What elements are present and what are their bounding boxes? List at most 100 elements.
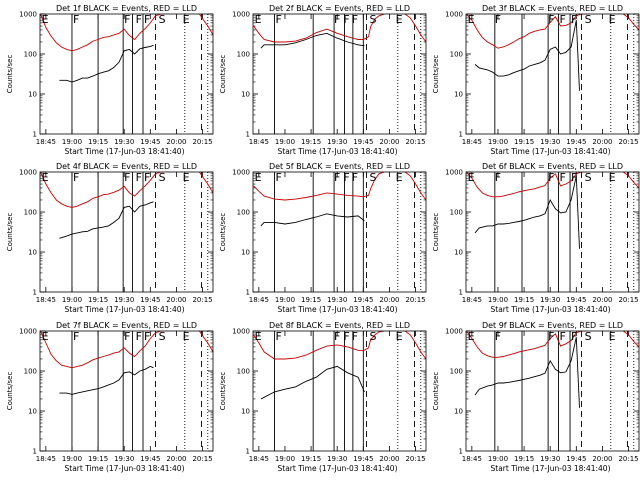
events-series-line <box>59 365 154 395</box>
flag-label: F <box>495 13 501 26</box>
lld-series-line <box>199 172 213 194</box>
flag-label: F <box>144 330 150 343</box>
flag-label: S <box>585 171 592 184</box>
events-series-line <box>474 20 580 91</box>
y-tick-label: 100 <box>237 51 250 59</box>
lld-series-line <box>253 172 385 201</box>
x-tick-label: 19:15 <box>301 138 321 146</box>
flag-label: E <box>183 171 190 184</box>
flag-label: F <box>334 171 340 184</box>
y-tick-label: 1 <box>459 131 463 139</box>
flag-label: E <box>42 13 49 26</box>
y-tick-label: 1 <box>246 289 250 297</box>
y-axis-label: Counts/sec <box>6 55 14 94</box>
time-markers <box>494 14 635 134</box>
lld-series-line <box>623 331 639 348</box>
x-tick-label: 18:45 <box>249 455 269 463</box>
plot-frame <box>465 171 640 293</box>
x-tick-label: 20:00 <box>379 138 399 146</box>
chart-panel-9: Det 9f BLACK = Events, RED = LLD Counts/s… <box>432 321 640 473</box>
x-tick-label: 19:00 <box>275 455 295 463</box>
x-tick-label: 20:15 <box>618 296 638 304</box>
events-series-line <box>474 175 580 249</box>
series-lines <box>253 14 426 49</box>
y-tick-label: 10 <box>454 91 463 99</box>
lld-series-line <box>199 331 213 353</box>
plot-frame <box>465 330 640 452</box>
x-tick-label: 19:45 <box>140 455 160 463</box>
series-lines <box>466 14 639 91</box>
x-tick-label: 19:30 <box>114 455 134 463</box>
flag-label: F <box>571 330 577 343</box>
plot-frame <box>252 330 427 452</box>
y-axis-label: Counts/sec <box>6 213 14 252</box>
flag-label: E <box>609 171 616 184</box>
x-tick-label: 20:00 <box>592 455 612 463</box>
flag-label: S <box>370 330 377 343</box>
y-tick-label: 1 <box>33 289 37 297</box>
flag-label: F <box>124 13 130 26</box>
series-lines <box>466 331 639 408</box>
x-tick-label: 19:15 <box>88 455 108 463</box>
lld-series-line <box>404 172 426 201</box>
y-tick-label: 100 <box>24 209 37 217</box>
y-tick-label: 1000 <box>445 11 463 19</box>
x-tick-label: 19:00 <box>488 138 508 146</box>
lld-series-line <box>40 14 164 52</box>
flag-label: F <box>343 330 349 343</box>
x-tick-label: 18:45 <box>462 455 482 463</box>
chart-panel-4: Det 4f BLACK = Events, RED = LLD Counts/s… <box>6 162 214 314</box>
y-tick-label: 100 <box>24 51 37 59</box>
plot-frame <box>252 13 427 135</box>
flag-label: F <box>276 171 282 184</box>
x-tick-label: 19:30 <box>540 138 560 146</box>
y-tick-label: 10 <box>28 408 37 416</box>
chart-title: Det 5f BLACK = Events, RED = LLD <box>269 162 410 171</box>
x-tick-label: 20:15 <box>192 296 212 304</box>
lld-series-line <box>623 14 639 31</box>
x-tick-label: 19:00 <box>275 296 295 304</box>
flag-label: F <box>548 13 554 26</box>
flag-label: F <box>144 13 150 26</box>
flag-label: E <box>255 171 262 184</box>
y-tick-label: 100 <box>237 368 250 376</box>
y-tick-label: 1000 <box>232 169 250 177</box>
series-lines <box>40 14 213 83</box>
y-tick-label: 1 <box>459 289 463 297</box>
plot-frame <box>39 171 214 293</box>
lld-series-line <box>404 14 426 43</box>
flag-label: S <box>159 171 166 184</box>
x-axis-label: Start Time (17-Jun-03 18:41:40) <box>278 464 398 473</box>
series-lines <box>253 331 426 400</box>
x-tick-label: 19:30 <box>327 138 347 146</box>
x-tick-label: 19:30 <box>540 296 560 304</box>
y-tick-label: 10 <box>454 249 463 257</box>
x-tick-label: 20:15 <box>192 455 212 463</box>
time-markers <box>274 14 422 134</box>
y-tick-label: 1000 <box>232 328 250 336</box>
y-tick-label: 1 <box>33 131 37 139</box>
x-tick-label: 19:00 <box>275 138 295 146</box>
x-tick-label: 20:00 <box>166 138 186 146</box>
x-tick-label: 19:00 <box>62 138 82 146</box>
x-tick-label: 20:15 <box>618 138 638 146</box>
chart-title: Det 3f BLACK = Events, RED = LLD <box>482 4 623 13</box>
x-tick-label: 18:45 <box>462 138 482 146</box>
x-tick-label: 19:30 <box>540 455 560 463</box>
x-tick-label: 19:45 <box>566 296 586 304</box>
flag-label: S <box>370 171 377 184</box>
plot-frame <box>39 330 214 452</box>
flag-label: F <box>73 330 79 343</box>
y-tick-label: 1 <box>246 131 250 139</box>
y-tick-label: 1000 <box>232 11 250 19</box>
x-tick-label: 19:45 <box>353 455 373 463</box>
flag-label: F <box>495 171 501 184</box>
flag-label: F <box>571 171 577 184</box>
time-markers <box>494 172 635 292</box>
flag-label: E <box>42 171 49 184</box>
y-tick-label: 10 <box>241 91 250 99</box>
chart-title: Det 1f BLACK = Events, RED = LLD <box>56 4 197 13</box>
chart-panel-3: Det 3f BLACK = Events, RED = LLD Counts/s… <box>432 4 640 156</box>
time-markers <box>71 14 209 134</box>
